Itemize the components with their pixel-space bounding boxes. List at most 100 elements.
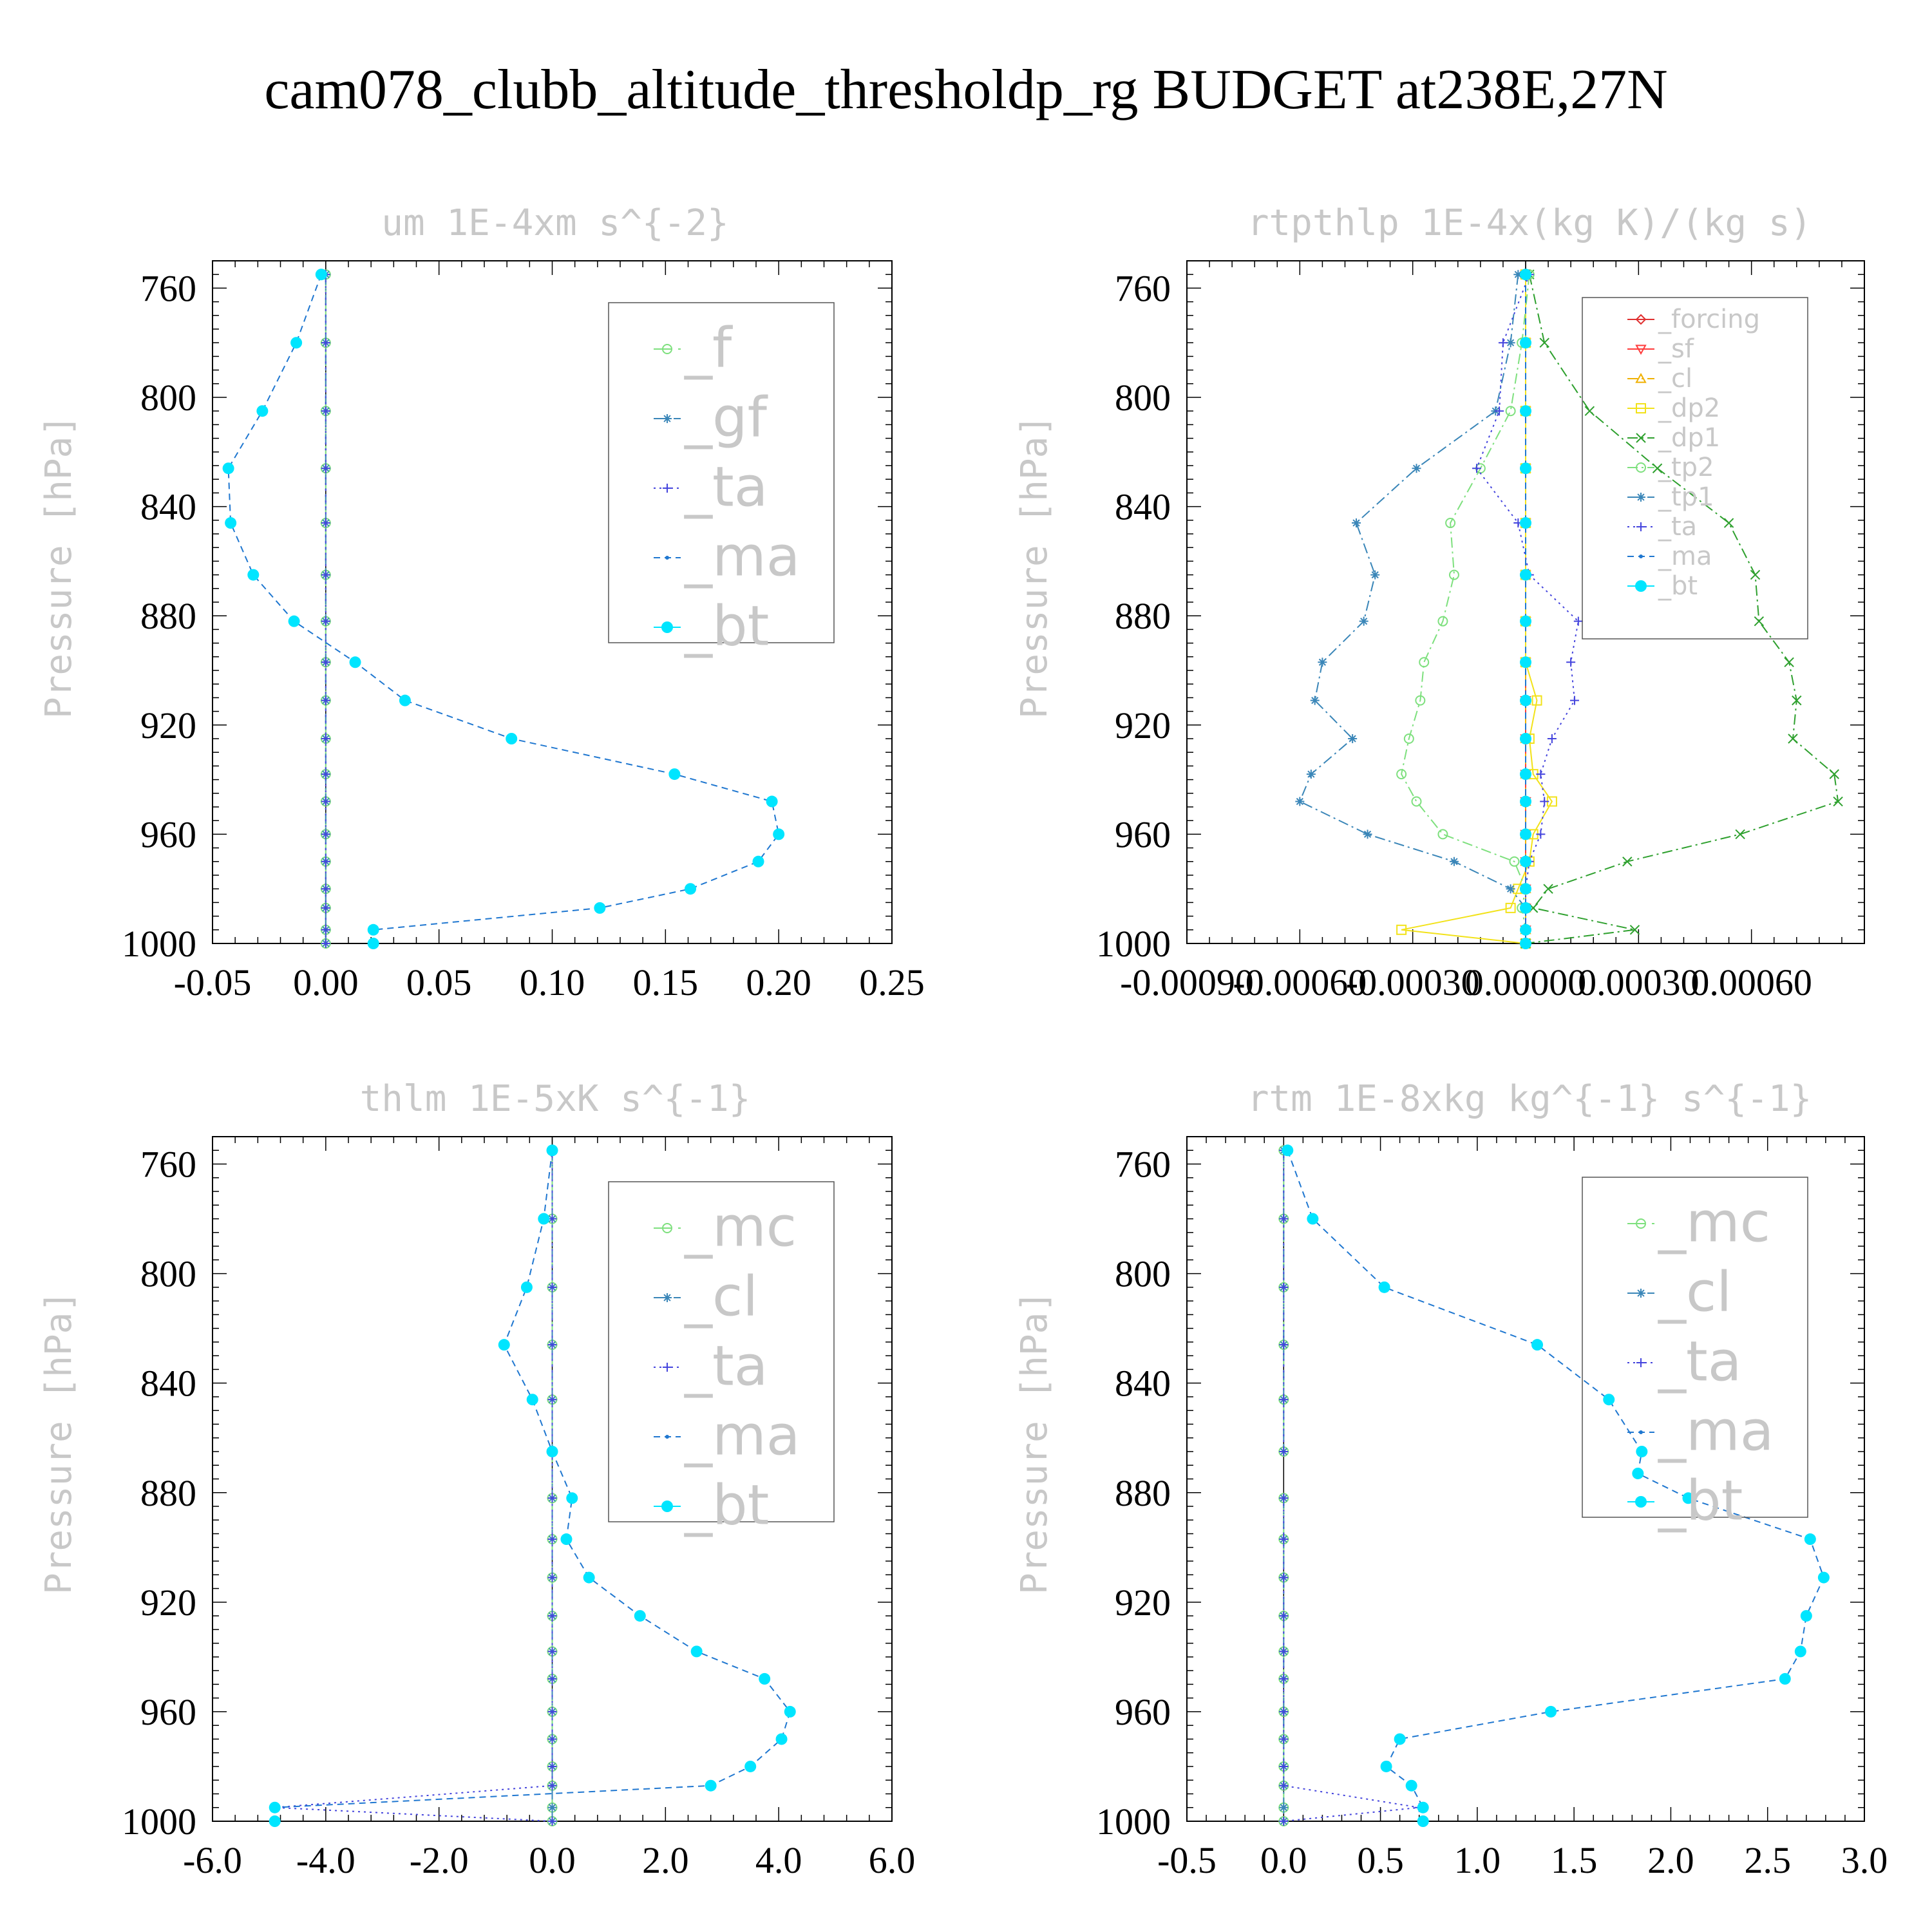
- data-point: [547, 1734, 557, 1744]
- x-tick-label: 2.5: [1744, 1839, 1791, 1881]
- legend: _forcing_sf_cl_dp2_dp1_tp2_tp1_ta_ma_bt: [1582, 297, 1808, 639]
- legend-item: _cl: [1627, 364, 1692, 393]
- x-tick-label: 1.5: [1551, 1839, 1598, 1881]
- data-point: [1279, 1535, 1289, 1544]
- data-point: [321, 616, 330, 626]
- data-point: [1569, 696, 1579, 705]
- series-line: [227, 274, 780, 931]
- data-point: [1445, 518, 1456, 529]
- x-tick-label: -0.5: [1157, 1839, 1217, 1881]
- y-tick-label: 880: [1115, 595, 1171, 637]
- legend-marker: [1639, 554, 1643, 558]
- y-tick-label: 840: [140, 1363, 196, 1405]
- data-point: [1520, 656, 1531, 668]
- data-point: [1363, 829, 1372, 839]
- data-point: [256, 405, 269, 417]
- data-point: [775, 1733, 788, 1745]
- data-point: [1829, 769, 1839, 779]
- legend-item: _bt: [654, 1473, 769, 1538]
- x-tick-label: -4.0: [296, 1839, 355, 1881]
- data-point: [1370, 570, 1380, 580]
- panel-title-rtpthlp: rtpthlp 1E-4x(kg K)/(kg s): [1247, 202, 1812, 244]
- data-point: [321, 658, 330, 667]
- y-tick-label: 840: [140, 486, 196, 528]
- data-point: [1310, 696, 1320, 705]
- data-point: [1788, 734, 1798, 744]
- legend-label: _ma: [684, 1404, 800, 1468]
- data-point: [547, 1674, 557, 1683]
- panel-title-rtm: rtm 1E-8xkg kg^{-1} s^{-1}: [1247, 1078, 1812, 1120]
- legend-marker: [663, 484, 672, 493]
- legend-label: _ma: [1658, 1399, 1774, 1464]
- data-point: [1520, 337, 1531, 349]
- legend-item: _ma: [654, 525, 800, 589]
- data-point: [321, 770, 330, 779]
- data-point: [1412, 464, 1421, 473]
- y-tick-label: 800: [140, 1253, 196, 1295]
- data-point: [752, 855, 764, 867]
- legend-label: _gf: [684, 386, 768, 450]
- data-point: [1652, 463, 1663, 473]
- data-point: [547, 1611, 557, 1621]
- legend-marker: [1636, 522, 1645, 531]
- x-tick-label: 0.10: [520, 961, 585, 1003]
- data-point: [546, 1144, 558, 1157]
- plot-area-um: 760 800 840 880 920 960 1000-0.05 0.00 0.05 0.10 0…: [122, 260, 925, 1003]
- data-point: [1306, 770, 1316, 779]
- plot-area-rtm: 760 800 840 880 920 960 1000-0.5 0.0 0.5 1.0 1.5 2.…: [1096, 1136, 1888, 1881]
- data-point: [1520, 733, 1531, 744]
- data-point: [1513, 270, 1523, 279]
- y-tick-label: 960: [1115, 1691, 1171, 1733]
- legend-marker: [663, 1363, 672, 1372]
- series-line: [1475, 274, 1579, 943]
- data-point: [1437, 829, 1448, 840]
- legend-label: _ma: [684, 525, 800, 589]
- data-point: [1415, 695, 1426, 706]
- data-point: [1800, 1610, 1812, 1622]
- y-tick-label: 800: [140, 377, 196, 419]
- data-point: [1520, 855, 1531, 867]
- data-point: [1629, 925, 1640, 935]
- data-point: [1543, 884, 1553, 894]
- plot-area-thlm: 760 800 840 880 920 960 1000-6.0 -4.0 -2.0 0.0 2.0…: [122, 1136, 915, 1881]
- data-point: [668, 768, 681, 781]
- legend-marker: [1636, 1289, 1645, 1298]
- data-point: [225, 517, 237, 529]
- data-point: [1472, 464, 1482, 473]
- data-point: [1279, 1761, 1289, 1771]
- data-point: [1536, 770, 1546, 779]
- x-tick-label: -2.0: [410, 1839, 469, 1881]
- legend-marker: [665, 1435, 669, 1439]
- y-tick-label: 760: [1115, 267, 1171, 309]
- panel-rtpthlp: rtpthlp 1E-4x(kg K)/(kg s) Pressure [hPa…: [1014, 202, 1865, 1003]
- data-point: [1295, 797, 1305, 806]
- data-point: [269, 1801, 281, 1814]
- data-point: [1531, 1339, 1544, 1351]
- x-tick-label: 0.00: [293, 961, 359, 1003]
- series-bt: [1520, 269, 1531, 949]
- legend-item: _gf: [654, 386, 768, 450]
- data-point: [1566, 658, 1576, 667]
- legend-item: _bt: [654, 594, 769, 659]
- data-point: [1632, 1467, 1644, 1479]
- x-tick-label: -0.00060: [1233, 961, 1367, 1003]
- legend-item: _dp1: [1627, 423, 1720, 453]
- data-point: [288, 615, 300, 627]
- data-point: [1792, 695, 1802, 706]
- data-point: [1520, 923, 1531, 936]
- legend-marker: [661, 1501, 673, 1512]
- data-point: [1545, 1705, 1557, 1718]
- data-point: [705, 1779, 717, 1792]
- legend-marker: [1636, 1218, 1646, 1229]
- data-point: [566, 1492, 578, 1504]
- data-point: [1784, 657, 1794, 667]
- legend-item: _sf: [1627, 334, 1694, 364]
- legend-marker: [1636, 433, 1646, 443]
- data-point: [321, 464, 330, 473]
- data-point: [1498, 338, 1508, 348]
- legend-label: _f: [684, 316, 733, 381]
- data-point: [1279, 1781, 1289, 1790]
- data-point: [784, 1705, 796, 1718]
- legend-label: _tp1: [1658, 482, 1714, 512]
- data-point: [1794, 1645, 1806, 1658]
